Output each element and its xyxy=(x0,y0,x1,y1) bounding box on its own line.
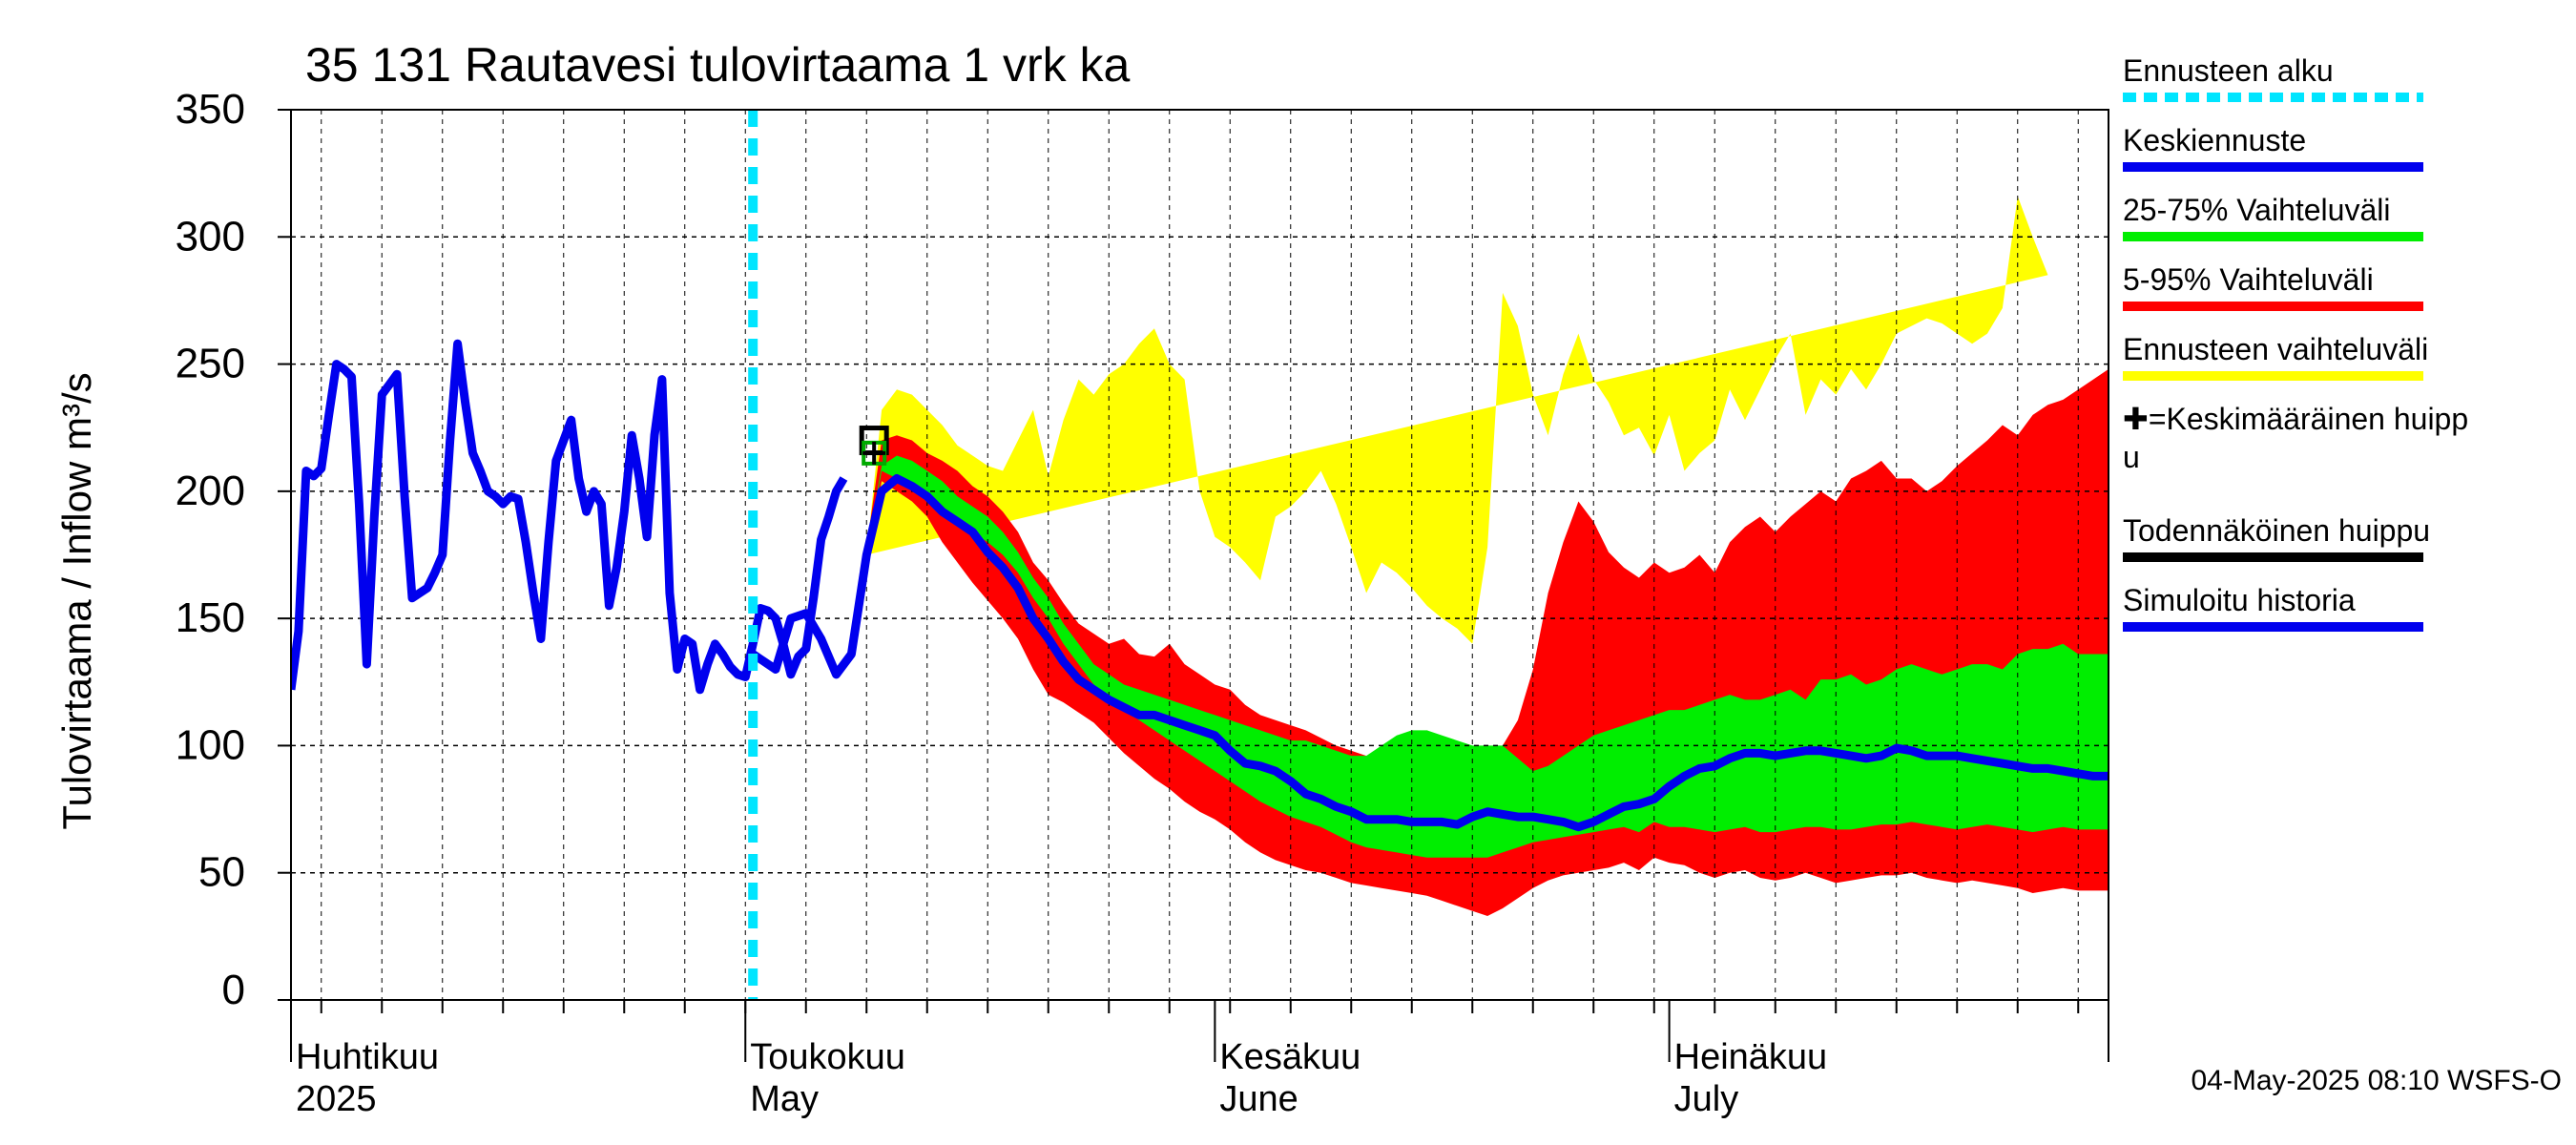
month-label-fi: Kesäkuu xyxy=(1219,1037,1361,1077)
plot-layers xyxy=(291,110,2109,1000)
month-label-fi: Heinäkuu xyxy=(1674,1037,1828,1077)
y-tick-label: 0 xyxy=(222,967,245,1013)
y-tick-label: 50 xyxy=(198,849,245,896)
month-label-fi: Huhtikuu xyxy=(296,1037,439,1077)
mean-forecast-line xyxy=(750,474,2109,832)
footer-timestamp: 04-May-2025 08:10 WSFS-O xyxy=(2192,1065,2563,1096)
plot-frame xyxy=(290,109,2109,1001)
y-tick-label: 350 xyxy=(176,86,245,133)
y-axis-label: Tulovirtaama / Inflow m³/s xyxy=(54,372,99,829)
y-tick-label: 150 xyxy=(176,594,245,641)
month-label-en: July xyxy=(1674,1079,1739,1119)
month-label-en: 2025 xyxy=(296,1079,377,1119)
y-tick-label: 300 xyxy=(176,213,245,260)
month-label-en: May xyxy=(750,1079,819,1119)
band-p25-75 xyxy=(866,455,2109,858)
history-line xyxy=(291,339,848,695)
legend-label-1: Keskiennuste xyxy=(2123,123,2306,157)
y-tick-label: 200 xyxy=(176,468,245,514)
grid xyxy=(291,110,2109,1000)
legend-label-5: ✚=Keskimääräinen huipp xyxy=(2123,402,2468,436)
chart-title: 35 131 Rautavesi tulovirtaama 1 vrk ka xyxy=(305,38,1131,92)
y-tick-label: 250 xyxy=(176,341,245,387)
legend-label-0: Ennusteen alku xyxy=(2123,53,2334,88)
legend-label-3: 5-95% Vaihteluväli xyxy=(2123,262,2374,297)
legend-label-7: Simuloitu historia xyxy=(2123,583,2356,617)
y-tick-label: 100 xyxy=(176,721,245,768)
legend-label-6: Todennäköinen huippu xyxy=(2123,513,2430,548)
month-label-fi: Toukokuu xyxy=(750,1037,905,1077)
legend: Ennusteen alku Keskiennuste 25-75% Vaihtel… xyxy=(2123,53,2468,632)
legend-label-5-cont: u xyxy=(2123,440,2140,474)
legend-label-4: Ennusteen vaihteluväli xyxy=(2123,332,2428,366)
band-total xyxy=(866,196,2048,644)
legend-label-2: 25-75% Vaihteluväli xyxy=(2123,193,2390,227)
month-label-en: June xyxy=(1219,1079,1298,1119)
